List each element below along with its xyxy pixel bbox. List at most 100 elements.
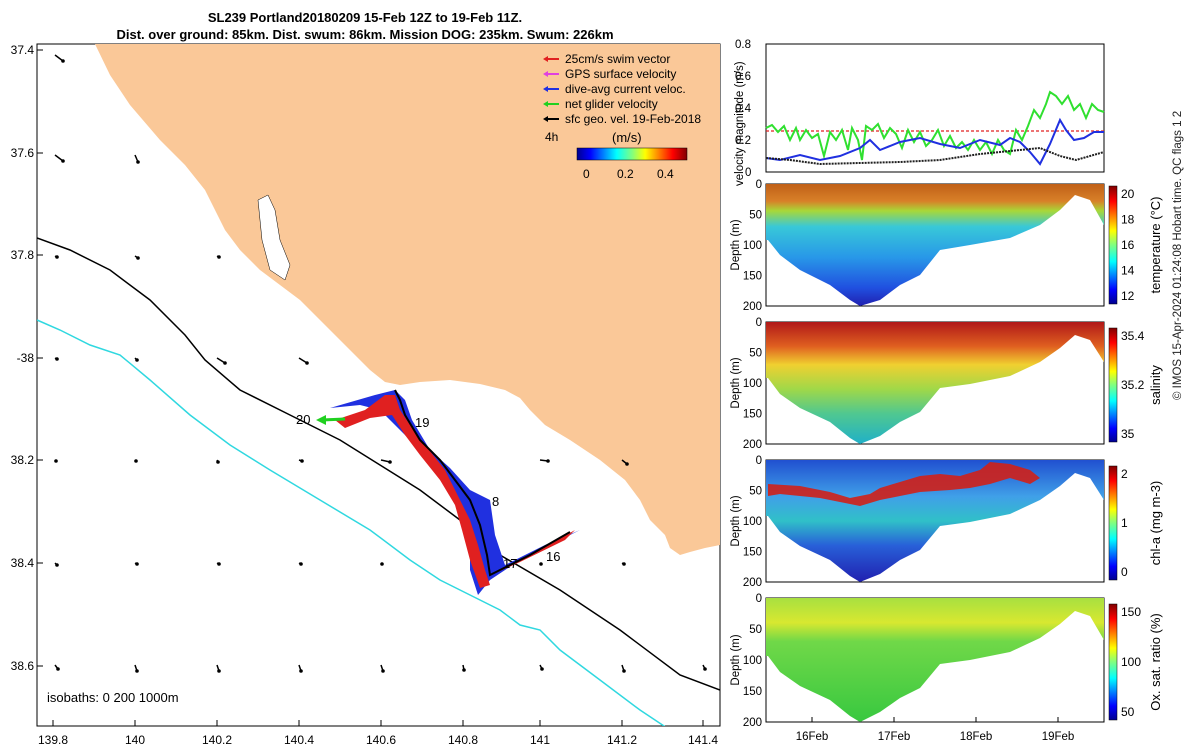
geo-velocity-arrowhead: [622, 669, 626, 673]
land-area: [95, 44, 720, 555]
date-tick-label: 18Feb: [960, 731, 993, 743]
depth-tick-labels: 0 50 100 150 200 Depth (m) 0 50 100 150 200 Depth (…: [730, 179, 762, 729]
legend-arrowhead: [543, 71, 548, 77]
lat-tick-label: 38.6: [11, 659, 35, 673]
chla-colorbar-tick: 0: [1121, 565, 1128, 579]
temperature-section: [766, 184, 1104, 306]
depth-tick-label: 150: [743, 271, 762, 283]
geo-velocity-arrowhead: [217, 669, 221, 673]
geo-velocity-arrowhead: [625, 462, 629, 466]
lake-shape: [257, 194, 291, 281]
isobath-200m: [37, 237, 720, 691]
lat-tick-label: -38: [17, 351, 35, 365]
lat-tick-label: 37.4: [11, 43, 35, 57]
colorbar-tick-2: 0.4: [657, 167, 674, 181]
salinity-panel: [765, 321, 1105, 445]
day-label-8: 8: [492, 494, 499, 509]
legend-label: net glider velocity: [565, 97, 658, 111]
oxygen-section: [766, 598, 1104, 722]
isobath-note: isobaths: 0 200 1000m: [47, 690, 179, 705]
lon-tick-label: 141: [530, 733, 550, 747]
longitude-ticks: 139.8 140 140.2 140.4 140.6 140.8 141 141.2 141.…: [38, 720, 718, 747]
depth-tick-label: 0: [756, 317, 762, 329]
velocity-ytick-3: 0.6: [735, 71, 751, 83]
geo-velocity-arrowhead: [540, 667, 544, 671]
depth-tick-label: 50: [749, 210, 762, 222]
geo-velocity-arrowhead: [539, 562, 543, 566]
geo-velocity-arrowhead: [217, 562, 221, 566]
geo-velocity-arrowhead: [300, 459, 304, 463]
chla-colorbar-tick: 2: [1121, 467, 1128, 481]
chla-colorbar: [1108, 465, 1118, 581]
geo-velocity-arrowhead: [55, 255, 59, 259]
oxygen-label: Ox. sat. ratio (%): [1148, 613, 1163, 711]
geo-velocity-arrowhead: [61, 159, 65, 163]
depth-tick-label: 200: [743, 301, 762, 313]
depth-tick-label: 200: [743, 577, 762, 589]
geo-velocity-arrowhead: [216, 460, 220, 464]
chla-label: chl-a (mg m-3): [1148, 481, 1163, 566]
geo-velocity-arrowhead: [56, 667, 60, 671]
date-tick-label: 16Feb: [796, 731, 829, 743]
geostrophic-speed-line: [765, 146, 1105, 166]
velocity-ylabel: velocity magnitude (m/s): [734, 61, 746, 186]
oxygen-panel: [765, 597, 1105, 723]
chla-colorbar-tick: 1: [1121, 516, 1128, 530]
chart-title-line1: SL239 Portland20180209 15-Feb 12Z to 19-…: [207, 10, 523, 25]
temperature-colorbar-tick: 16: [1121, 238, 1135, 252]
lat-tick-label: 37.8: [11, 248, 35, 262]
date-tick-labels: 16Feb 17Feb 18Feb 19Feb: [796, 717, 1074, 743]
credit-text: © IMOS 15-Apr-2024 01:24:08 Hobart time.…: [1172, 110, 1184, 400]
oxygen-colorbar-tick: 100: [1121, 655, 1141, 669]
day-label-19: 19: [415, 415, 429, 430]
lat-tick-label: 38.2: [11, 453, 35, 467]
oxygen-colorbar: [1108, 603, 1118, 721]
legend-arrowhead: [543, 101, 548, 107]
depth-tick-label: 50: [749, 624, 762, 636]
depth-axis-label: Depth (m): [730, 219, 742, 270]
geo-velocity-arrowhead: [136, 160, 140, 164]
depth-axis-label: Depth (m): [730, 634, 742, 685]
colorbar-gradient: [576, 147, 688, 161]
geo-velocity-arrowhead: [135, 358, 139, 362]
depth-tick-label: 200: [743, 717, 762, 729]
geo-velocity-arrowhead: [54, 459, 58, 463]
geo-velocity-arrowhead: [381, 669, 385, 673]
glider-track: [316, 389, 580, 595]
depth-tick-label: 0: [756, 455, 762, 467]
lon-tick-label: 140.8: [448, 733, 478, 747]
geo-velocity-arrowhead: [217, 255, 221, 259]
speed-colorbar: 4h (m/s) 0 0.2 0.4: [545, 130, 688, 181]
salinity-label: salinity: [1148, 365, 1163, 405]
geo-velocity-arrowhead: [299, 562, 303, 566]
swim-vectors: [335, 395, 490, 588]
geo-velocity-arrowhead: [134, 459, 138, 463]
geo-velocity-arrowhead: [55, 563, 59, 567]
depth-tick-label: 100: [743, 655, 762, 667]
salinity-colorbar-tick: 35.2: [1121, 378, 1145, 392]
salinity-colorbar-tick: 35: [1121, 427, 1135, 441]
geostrophic-vectors: [54, 54, 707, 673]
geo-velocity-arrowhead: [462, 668, 466, 672]
chla-panel: [765, 459, 1105, 583]
legend-arrowhead: [543, 56, 548, 62]
isobath-1000m: [37, 319, 666, 726]
temperature-colorbar-tick: 20: [1121, 187, 1135, 201]
temperature-colorbar-tick: 18: [1121, 213, 1135, 227]
geo-velocity-arrowhead: [299, 669, 303, 673]
velocity-ytick-1: 0.2: [735, 135, 751, 147]
velocity-ytick-0: 0: [745, 167, 751, 179]
depth-tick-label: 50: [749, 486, 762, 498]
legend-arrowhead: [543, 116, 548, 122]
depth-tick-label: 100: [743, 240, 762, 252]
depth-tick-label: 100: [743, 378, 762, 390]
map-panel: 20 19 8 17 16 37.4 37.6 37.8 -38 38.2 38.4 38.…: [11, 43, 721, 747]
geo-velocity-arrowhead: [61, 59, 65, 63]
colorbar-prefix: 4h: [545, 130, 558, 144]
depth-tick-label: 200: [743, 439, 762, 451]
net-glider-speed-line: [765, 90, 1105, 161]
velocity-ytick-4: 0.8: [735, 39, 751, 51]
